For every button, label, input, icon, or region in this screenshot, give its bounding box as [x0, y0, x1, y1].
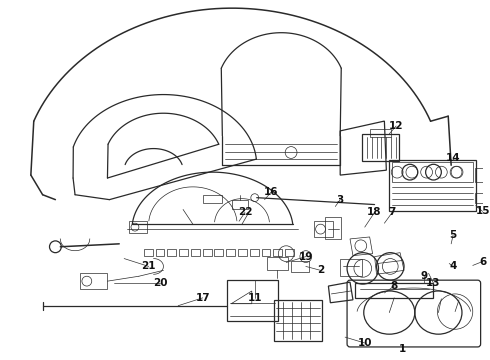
Text: 22: 22 [238, 207, 252, 217]
Bar [129, 221, 147, 233]
Text: 17: 17 [196, 293, 210, 303]
Bar [232, 200, 248, 210]
Bar [155, 249, 165, 256]
Text: 8: 8 [391, 281, 398, 291]
Bar [191, 249, 200, 256]
Bar [355, 283, 434, 298]
Bar [179, 249, 188, 256]
Text: 19: 19 [298, 252, 313, 262]
Bar [389, 160, 476, 211]
Bar [267, 257, 288, 270]
Text: 18: 18 [368, 207, 382, 217]
Bar [340, 258, 362, 276]
Text: 5: 5 [449, 230, 457, 240]
Text: 3: 3 [337, 195, 344, 204]
Bar [226, 249, 235, 256]
Bar [362, 134, 399, 161]
Text: 1: 1 [398, 344, 406, 354]
Text: 11: 11 [247, 293, 262, 303]
Bar [203, 249, 212, 256]
Text: 9: 9 [420, 271, 427, 281]
Bar [238, 249, 247, 256]
Bar [291, 261, 309, 272]
Text: 10: 10 [358, 338, 372, 348]
Bar [144, 249, 152, 256]
Bar [227, 280, 278, 321]
Text: 6: 6 [479, 257, 486, 266]
Text: 13: 13 [426, 278, 441, 288]
Bar [203, 195, 222, 203]
Bar [392, 162, 473, 182]
Bar [314, 221, 333, 237]
Bar [274, 300, 321, 341]
Text: 7: 7 [389, 207, 396, 217]
Bar [369, 129, 391, 137]
Text: 4: 4 [449, 261, 457, 271]
Bar [475, 193, 483, 203]
Bar [273, 249, 282, 256]
Text: 15: 15 [475, 206, 490, 216]
Bar [215, 249, 223, 256]
Text: 16: 16 [264, 187, 279, 197]
Bar [250, 249, 259, 256]
Text: 21: 21 [142, 261, 156, 271]
Bar [80, 273, 107, 289]
Bar [168, 249, 176, 256]
Bar [285, 249, 294, 256]
Text: 12: 12 [389, 121, 403, 131]
Bar [325, 217, 341, 239]
Text: 20: 20 [153, 278, 168, 288]
Text: 14: 14 [446, 153, 461, 163]
Bar [262, 249, 270, 256]
Text: 2: 2 [317, 265, 324, 275]
Bar [475, 168, 483, 182]
